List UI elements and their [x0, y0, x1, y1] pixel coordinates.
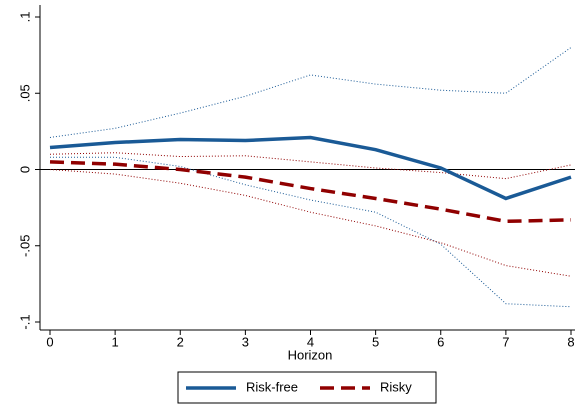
x-tick-label: 7 [502, 334, 509, 349]
x-tick-label: 5 [372, 334, 379, 349]
y-tick-label: .1 [17, 12, 32, 23]
series-line [49, 135, 572, 201]
y-tick-label: -.05 [17, 235, 32, 257]
confidence-line [49, 169, 572, 277]
y-tick-label: .05 [17, 84, 32, 102]
confidence-line [49, 152, 572, 180]
x-tick-label: 3 [242, 334, 249, 349]
x-tick-label: 4 [307, 334, 314, 349]
x-tick-label: 0 [46, 334, 53, 349]
x-tick-label: 6 [437, 334, 444, 349]
series-line [49, 160, 572, 224]
x-tick-label: 2 [177, 334, 184, 349]
x-axis-label: Horizon [288, 347, 333, 362]
y-tick-label: 0 [17, 166, 32, 173]
x-tick-label: 8 [567, 334, 574, 349]
legend-label: Risky [380, 379, 412, 394]
y-tick-label: -.1 [17, 314, 32, 329]
confidence-line [50, 156, 572, 308]
legend-label: Risk-free [246, 379, 298, 394]
x-tick-label: 1 [112, 334, 119, 349]
